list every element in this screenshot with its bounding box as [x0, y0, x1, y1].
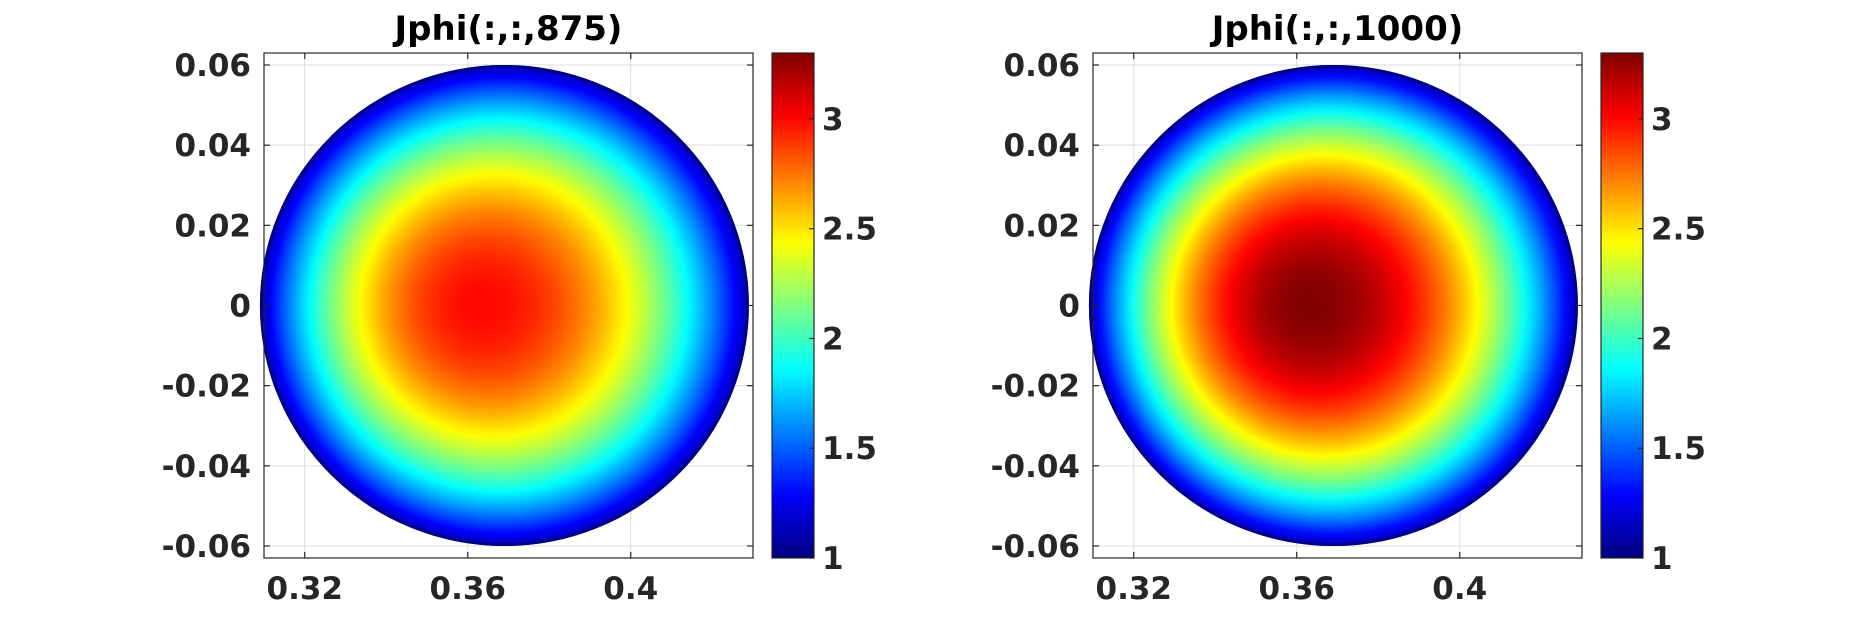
x-tick-label: 0.4 — [1432, 571, 1487, 607]
y-tick-label: -0.02 — [991, 369, 1080, 405]
colorbar-tick-label: 1 — [822, 541, 844, 577]
colorbar-tick-label: 3 — [1651, 102, 1673, 138]
colorbar — [771, 52, 815, 559]
colorbar-tick-label: 1.5 — [1651, 431, 1706, 467]
x-tick-label: 0.4 — [603, 571, 658, 607]
y-tick-label: -0.02 — [162, 369, 251, 405]
colorbar-tick-label: 3 — [822, 102, 844, 138]
y-tick-label: -0.04 — [991, 449, 1080, 485]
y-tick-label: -0.06 — [162, 529, 251, 565]
x-tick-label: 0.32 — [1096, 571, 1173, 607]
x-tick-label: 0.36 — [1259, 571, 1336, 607]
y-tick-label: 0.04 — [1004, 128, 1081, 164]
y-tick-label: 0.02 — [1004, 208, 1081, 244]
colorbar-tick-label: 2 — [1651, 321, 1673, 357]
y-tick-label: -0.06 — [991, 529, 1080, 565]
y-tick-label: 0.06 — [175, 48, 252, 84]
field-disk — [259, 65, 749, 546]
y-tick-label: 0.06 — [1004, 48, 1081, 84]
x-tick-label: 0.32 — [267, 571, 344, 607]
field-disk — [1088, 65, 1578, 546]
colorbar — [1600, 52, 1644, 559]
chart-panel-2: 0.32 0.36 0.4 0.06 0.04 0.02 0 -0.02 -0.04 -0.06 J… — [991, 9, 1706, 607]
y-tick-label: 0 — [1058, 289, 1080, 325]
y-tick-label: -0.04 — [162, 449, 251, 485]
y-tick-label: 0 — [229, 289, 251, 325]
chart-panel-1: 0.32 0.36 0.4 0.06 0.04 0.02 0 -0.02 -0.04 -0.06 J… — [162, 9, 877, 607]
y-tick-label: 0.04 — [175, 128, 252, 164]
y-tick-label: 0.02 — [175, 208, 252, 244]
colorbar-tick-label: 2.5 — [1651, 212, 1706, 248]
colorbar-tick-label: 2.5 — [822, 212, 877, 248]
x-tick-label: 0.36 — [430, 571, 507, 607]
colorbar-tick-label: 1 — [1651, 541, 1673, 577]
chart-title: Jphi(:,:,875) — [393, 9, 623, 49]
chart-title: Jphi(:,:,1000) — [1210, 9, 1464, 49]
colorbar-tick-label: 2 — [822, 321, 844, 357]
colorbar-tick-label: 1.5 — [822, 431, 877, 467]
